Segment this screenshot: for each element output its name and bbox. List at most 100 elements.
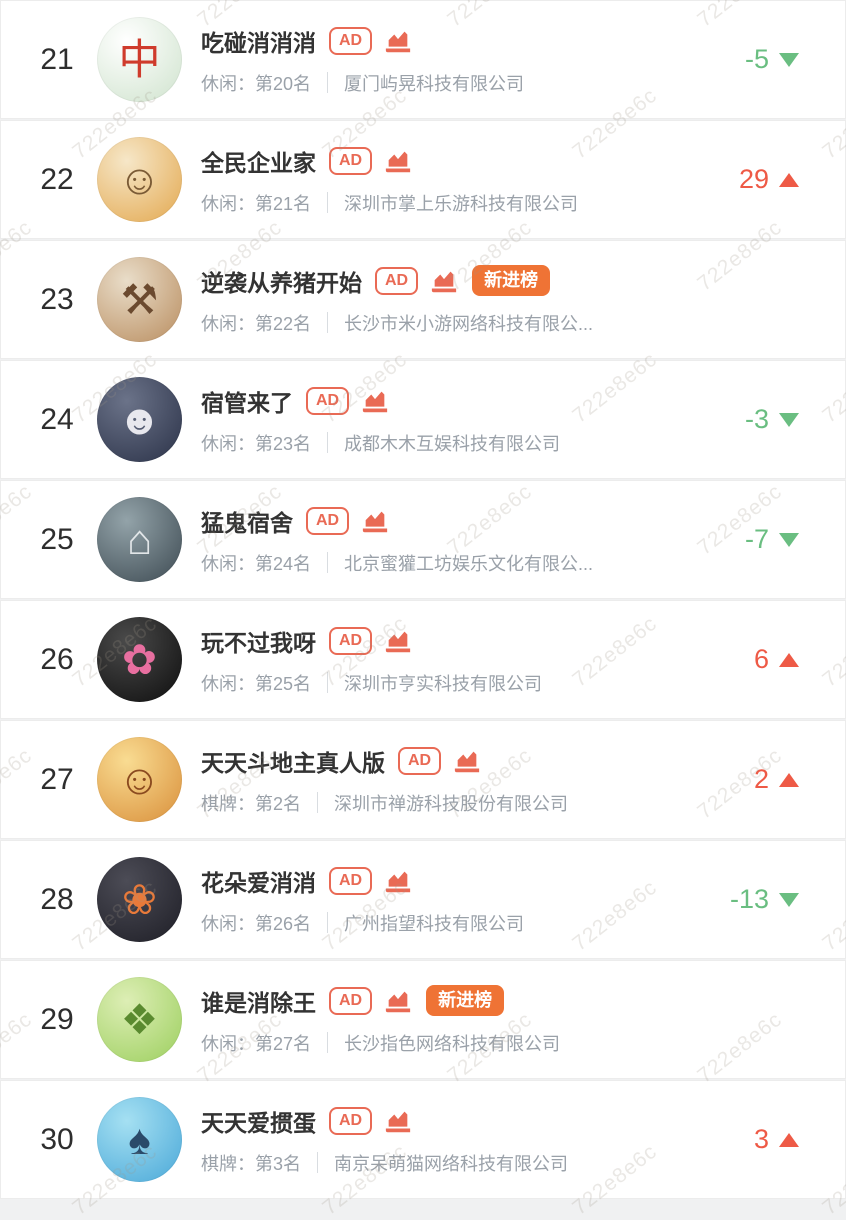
rank-change-value: 3 [753,1124,769,1154]
ranking-row[interactable]: 29 ❖ 谁是消除王 AD 新进榜 休闲：第27名 长沙指色网络科技有限公司 [0,960,846,1079]
rank-number: 25 [40,522,74,556]
ranking-row[interactable]: 27 ☺ 天天斗地主真人版 AD 新进榜 棋牌：第2名 深圳市禅游科技股份有限公… [0,720,846,839]
app-icon-glyph: ☺ [118,155,161,203]
company-name: 广州指望科技有限公司 [344,913,525,934]
ranking-row[interactable]: 24 ☻ 宿管来了 AD 新进榜 休闲：第23名 成都木木互娱科技有限公司 [0,360,846,479]
app-title[interactable]: 天天爱掼蛋 [201,1109,316,1136]
ranking-row[interactable]: 22 ☺ 全民企业家 AD 新进榜 休闲：第21名 深圳市掌上乐游科技有限公司 [0,120,846,239]
category-rank: 休闲：第23名 [201,433,312,454]
app-icon[interactable]: ⌂ [97,497,182,582]
rank-change: -5 [745,44,799,75]
trend-chart-icon[interactable] [452,747,482,775]
company-name: 南京呆萌猫网络科技有限公司 [334,1153,569,1174]
rank-change-triangle-icon [779,772,799,787]
rank-change-value: 29 [738,164,769,194]
app-icon[interactable]: ❀ [97,857,182,942]
app-title[interactable]: 全民企业家 [201,149,316,176]
app-icon[interactable]: ☻ [97,377,182,462]
app-icon[interactable]: ⚒ [97,257,182,342]
rank-change-value: -3 [744,404,769,434]
category-rank: 休闲：第24名 [201,553,312,574]
app-icon-glyph: ⚒ [120,275,159,323]
app-icon-glyph: ☻ [117,395,162,443]
app-icon[interactable]: ☺ [97,737,182,822]
app-title[interactable]: 猛鬼宿舍 [201,509,293,536]
rank-number: 21 [40,42,74,76]
rank-change-value: -7 [744,524,769,554]
subtitle-divider [317,1152,319,1173]
trend-chart-icon[interactable] [383,147,413,175]
rank-number: 30 [40,1122,74,1156]
ad-badge: AD [329,146,373,175]
app-icon[interactable]: ♠ [97,1097,182,1182]
subtitle-divider [327,192,329,213]
ranking-row[interactable]: 21 中 吃碰消消消 AD 新进榜 休闲：第20名 厦门屿晃科技有限公司 [0,0,846,119]
category-rank: 棋牌：第2名 [201,793,302,814]
app-icon-glyph: ❖ [120,995,159,1043]
new-on-chart-badge: 新进榜 [426,985,505,1016]
app-info: 全民企业家 AD 新进榜 休闲：第21名 深圳市掌上乐游科技有限公司 [201,144,739,216]
subtitle-divider [317,792,319,813]
trend-chart-icon[interactable] [383,627,413,655]
ranking-row[interactable]: 23 ⚒ 逆袭从养猪开始 AD 新进榜 休闲：第22名 长沙市米小游网络科技有限… [0,240,846,359]
trend-chart-icon[interactable] [383,867,413,895]
company-name: 深圳市禅游科技股份有限公司 [334,793,569,814]
app-info: 吃碰消消消 AD 新进榜 休闲：第20名 厦门屿晃科技有限公司 [201,24,745,96]
app-title[interactable]: 玩不过我呀 [201,629,316,656]
company-name: 深圳市亨实科技有限公司 [344,673,543,694]
subtitle-divider [327,912,329,933]
rank-change-triangle-icon [779,52,799,67]
rank-change-triangle-icon [779,652,799,667]
app-icon-glyph: ✿ [121,635,158,683]
rank-number: 24 [40,402,74,436]
company-name: 成都木木互娱科技有限公司 [344,433,561,454]
ad-badge: AD [329,626,373,655]
app-title[interactable]: 逆袭从养猪开始 [201,269,362,296]
rank-change: 29 [739,164,799,195]
rank-change: 2 [754,764,799,795]
trend-chart-icon[interactable] [360,387,390,415]
rank-number: 28 [40,882,74,916]
ranking-row[interactable]: 28 ❀ 花朵爱消消 AD 新进榜 休闲：第26名 广州指望科技有限公司 [0,840,846,959]
app-icon[interactable]: ❖ [97,977,182,1062]
subtitle-divider [327,672,329,693]
app-title[interactable]: 宿管来了 [201,389,293,416]
app-icon-glyph: ⌂ [126,515,153,563]
app-info: 猛鬼宿舍 AD 新进榜 休闲：第24名 北京蜜獾工坊娱乐文化有限公... [201,504,745,576]
rank-number: 22 [40,162,74,196]
rank-change: 3 [754,1124,799,1155]
app-title[interactable]: 谁是消除王 [201,989,316,1016]
rank-change: -7 [745,524,799,555]
rank-change-triangle-icon [779,532,799,547]
app-title[interactable]: 吃碰消消消 [201,29,316,56]
trend-chart-icon[interactable] [383,27,413,55]
app-icon[interactable]: 中 [97,17,182,102]
subtitle-divider [327,1032,329,1053]
app-title[interactable]: 天天斗地主真人版 [201,749,385,776]
rank-number: 23 [40,282,74,316]
category-rank: 棋牌：第3名 [201,1153,302,1174]
ad-badge: AD [329,986,373,1015]
category-rank: 休闲：第20名 [201,73,312,94]
app-info: 玩不过我呀 AD 新进榜 休闲：第25名 深圳市亨实科技有限公司 [201,624,754,696]
ad-badge: AD [329,866,373,895]
ranking-row[interactable]: 25 ⌂ 猛鬼宿舍 AD 新进榜 休闲：第24名 北京蜜獾工坊娱乐文化有限公..… [0,480,846,599]
ad-badge: AD [375,266,419,295]
app-icon[interactable]: ☺ [97,137,182,222]
company-name: 厦门屿晃科技有限公司 [344,73,525,94]
new-on-chart-badge: 新进榜 [472,265,551,296]
ranking-row[interactable]: 26 ✿ 玩不过我呀 AD 新进榜 休闲：第25名 深圳市亨实科技有限公司 [0,600,846,719]
rank-change-value: -5 [744,44,769,74]
app-title[interactable]: 花朵爱消消 [201,869,316,896]
company-name: 长沙市米小游网络科技有限公... [344,313,594,334]
trend-chart-icon[interactable] [360,507,390,535]
trend-chart-icon[interactable] [383,1107,413,1135]
trend-chart-icon[interactable] [383,987,413,1015]
subtitle-divider [327,72,329,93]
rank-change-triangle-icon [779,172,799,187]
ranking-row[interactable]: 30 ♠ 天天爱掼蛋 AD 新进榜 棋牌：第3名 南京呆萌猫网络科技有限公司 [0,1080,846,1199]
app-info: 谁是消除王 AD 新进榜 休闲：第27名 长沙指色网络科技有限公司 [201,984,789,1056]
company-name: 长沙指色网络科技有限公司 [344,1033,561,1054]
app-icon[interactable]: ✿ [97,617,182,702]
trend-chart-icon[interactable] [429,267,459,295]
